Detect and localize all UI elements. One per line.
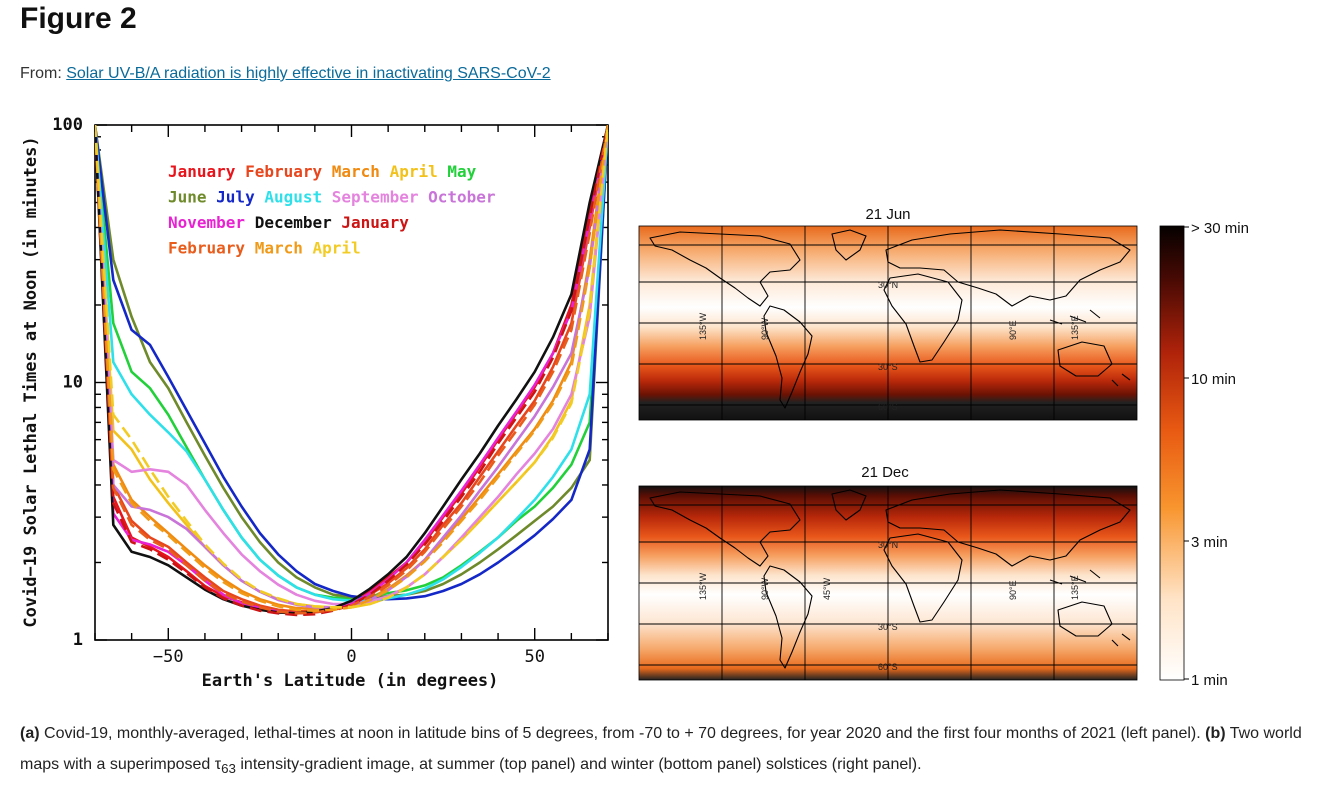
map-label: 30°N: [878, 280, 898, 290]
legend-row: June July August September October: [168, 188, 496, 207]
map-title-dec: 21 Dec: [861, 464, 909, 481]
map-label: 135°W: [698, 572, 708, 600]
source-line: From: Solar UV-B/A radiation is highly e…: [20, 65, 551, 83]
world-map-outline-dec: [649, 489, 1131, 669]
series-line: [95, 125, 608, 615]
caption-b-text-1: Two world maps with a superimposed: [20, 725, 1302, 773]
caption-tau-subscript: 63: [221, 761, 236, 777]
colorbar-label: 3 min: [1191, 534, 1228, 551]
map-label: 135°W: [698, 312, 708, 340]
legend-entry: February: [235, 162, 322, 181]
map-label: 30°S: [878, 362, 898, 372]
colorbar-label: 10 min: [1191, 371, 1236, 388]
legend-entry: August: [255, 188, 322, 207]
map-grid-labels-dec: 30°N 30°S 60°S 135°W 90°W 45°W 90°E 135°…: [698, 540, 1080, 672]
legend-entry: April: [380, 162, 438, 181]
y-tick-label: 1: [73, 630, 83, 650]
plot-frame: [94, 124, 609, 641]
map-title-jun: 21 Jun: [865, 206, 910, 223]
colorbar-label: 1 min: [1191, 672, 1228, 689]
lethal-time-chart: −50 0 50 1 10 100 January February March Apri…: [21, 115, 609, 691]
map-label: 90°E: [1008, 320, 1018, 340]
legend-entry: January: [332, 213, 409, 232]
legend-entry: June: [168, 188, 207, 207]
x-axis-label: Earth's Latitude (in degrees): [202, 671, 499, 691]
from-label: From:: [20, 65, 62, 82]
map-label: 60°S: [878, 662, 898, 672]
colorbar-gradient: [1159, 225, 1185, 681]
legend-entry: December: [245, 213, 332, 232]
legend-row: January February March April May: [168, 162, 477, 181]
x-tick-label: 0: [346, 647, 356, 667]
caption-a-text: Covid-19, monthly-averaged, lethal-times…: [39, 725, 1206, 742]
legend: January February March April May June Jul…: [168, 162, 496, 258]
colorbar: > 30 min 10 min 3 min 1 min: [1159, 220, 1249, 689]
map-label: 135°E: [1070, 315, 1080, 340]
map-label: 90°W: [760, 317, 770, 340]
y-tick-label: 10: [63, 373, 83, 393]
caption-b-text-2: intensity-gradient image, at summer (top…: [235, 756, 922, 773]
caption-tau: τ: [214, 756, 222, 773]
map-jun: 21 Jun 30°N 30°S 60°S 135°W 90°W 90°: [638, 206, 1138, 421]
x-tick-label: 50: [524, 647, 544, 667]
axis-ticks: −50 0 50 1 10 100: [52, 115, 609, 667]
legend-entry: July: [207, 188, 256, 207]
series-line: [95, 125, 608, 617]
figure-title: Figure 2: [20, 2, 137, 35]
legend-row: February March April: [168, 239, 361, 258]
legend-entry: February: [168, 239, 245, 258]
map-label: 90°W: [760, 577, 770, 600]
series-group: [95, 125, 608, 617]
legend-entry: October: [418, 188, 495, 207]
legend-entry: May: [438, 162, 477, 181]
legend-row: November December January: [168, 213, 409, 232]
caption-b-label: (b): [1205, 725, 1226, 742]
colorbar-label: > 30 min: [1191, 220, 1249, 237]
world-map-outline-jun: [649, 229, 1131, 409]
legend-entry: September: [322, 188, 418, 207]
legend-entry: March: [245, 239, 303, 258]
series-line: [95, 125, 608, 600]
legend-entry: March: [322, 162, 380, 181]
figure-panels: −50 0 50 1 10 100 January February March Apri…: [21, 115, 1249, 691]
figure-caption: (a) Covid-19, monthly-averaged, lethal-t…: [20, 718, 1305, 784]
map-label: 135°E: [1070, 575, 1080, 600]
legend-entry: April: [303, 239, 361, 258]
map-grid-labels-jun: 30°N 30°S 60°S 135°W 90°W 90°E 135°E: [698, 280, 1080, 412]
map-label: 90°E: [1008, 580, 1018, 600]
article-link[interactable]: Solar UV-B/A radiation is highly effecti…: [66, 65, 551, 82]
series-line: [95, 125, 608, 615]
series-line: [95, 125, 608, 609]
y-tick-label: 100: [52, 115, 83, 135]
x-tick-label: −50: [153, 647, 184, 667]
map-dec: 21 Dec 30°N 30°S 60°S 135°W 90°W 45°: [638, 464, 1138, 681]
legend-entry: November: [168, 213, 245, 232]
series-line: [95, 125, 608, 601]
map-label: 60°S: [878, 402, 898, 412]
y-axis-label: Covid−19 Solar Lethal Times at Noon (in …: [21, 136, 41, 627]
map-label: 30°S: [878, 622, 898, 632]
legend-entry: January: [168, 162, 236, 181]
map-label: 30°N: [878, 540, 898, 550]
map-label: 45°W: [822, 577, 832, 600]
caption-a-label: (a): [20, 725, 40, 742]
series-line: [95, 125, 608, 615]
